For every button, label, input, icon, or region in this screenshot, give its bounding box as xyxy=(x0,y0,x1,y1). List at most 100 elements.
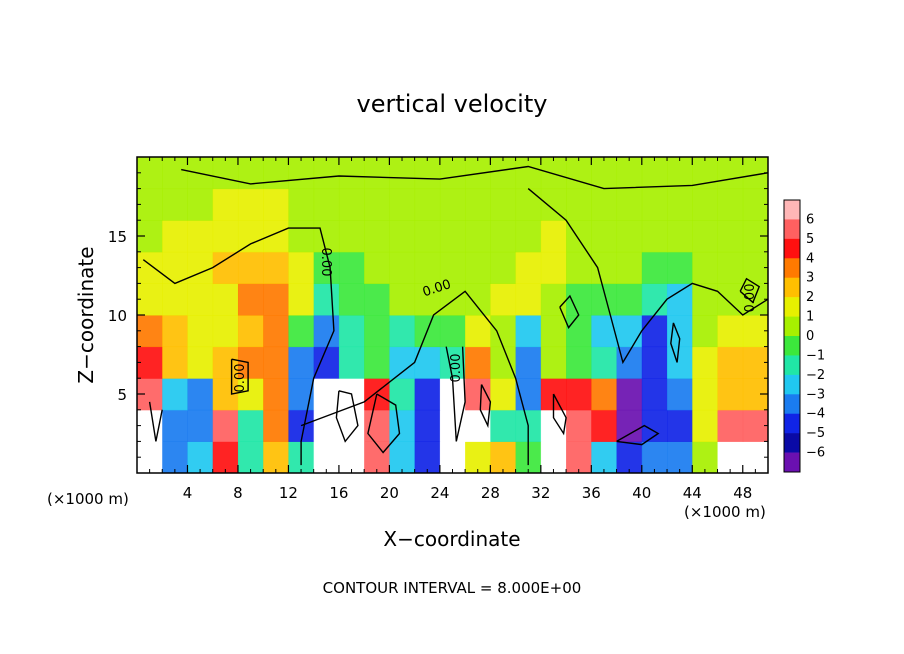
field-cell xyxy=(692,409,719,442)
field-cell xyxy=(616,409,643,442)
field-cell xyxy=(515,188,542,221)
field-cell xyxy=(237,441,264,474)
contour-line xyxy=(367,393,401,454)
field-cell xyxy=(389,441,416,474)
contour-line xyxy=(739,277,761,304)
field-cell xyxy=(263,220,289,253)
field-cell xyxy=(591,346,618,379)
field-cell xyxy=(414,220,441,253)
field-cell xyxy=(641,378,668,411)
contour-line xyxy=(181,165,769,190)
field-cell xyxy=(515,346,542,379)
field-cell xyxy=(263,346,289,379)
field-cell xyxy=(313,188,340,221)
field-cell xyxy=(490,251,517,284)
y-tick-label: 10 xyxy=(108,307,127,325)
field-cell xyxy=(641,315,668,348)
field-cell xyxy=(389,315,416,348)
field-cell xyxy=(338,188,365,221)
field-cell xyxy=(641,441,668,474)
x-tick-label: 48 xyxy=(733,484,752,502)
field-cell xyxy=(641,251,668,284)
colorbar-frame xyxy=(783,199,801,473)
field-cell xyxy=(591,283,618,316)
field-cell xyxy=(237,346,264,379)
colorbar-label: 0 xyxy=(806,329,814,344)
field-cell xyxy=(162,283,188,316)
field-cell xyxy=(237,409,264,442)
field-cell xyxy=(389,378,416,411)
field-cell xyxy=(616,220,643,253)
field-cell xyxy=(490,283,517,316)
field-cell xyxy=(237,283,264,316)
field-cell xyxy=(364,409,390,442)
field-cell xyxy=(313,441,340,474)
field-cell xyxy=(540,251,567,284)
field-cell xyxy=(717,283,744,316)
field-cell xyxy=(288,283,315,316)
contour-label: 0.00 xyxy=(318,248,333,277)
colorbar: 6 5 4 3 2 1 0 −1 −2 −3 −4 −5 −6 xyxy=(783,199,825,473)
chart-title: vertical velocity xyxy=(357,90,548,118)
field-cell xyxy=(364,220,390,253)
field-cell xyxy=(162,441,188,474)
field-cell xyxy=(616,188,643,221)
field-cell xyxy=(137,283,163,316)
colorbar-label: 6 xyxy=(806,212,814,227)
field-cell xyxy=(338,346,365,379)
field-cell xyxy=(515,283,542,316)
field-cell xyxy=(540,188,567,221)
colorbar-swatch xyxy=(784,452,800,473)
field-cell xyxy=(591,157,618,190)
contour-line xyxy=(148,401,163,442)
field-cell xyxy=(288,157,315,190)
colorbar-swatch xyxy=(784,258,800,279)
x-tick-label: 28 xyxy=(481,484,500,502)
field-cell xyxy=(338,409,365,442)
x-tick-label: 44 xyxy=(683,484,702,502)
field-cell xyxy=(439,157,466,190)
field-cell xyxy=(439,188,466,221)
field-cell xyxy=(515,251,542,284)
field-cell xyxy=(641,283,668,316)
field-cell xyxy=(566,188,592,221)
x-tick-label: 32 xyxy=(531,484,550,502)
field-cell xyxy=(313,283,340,316)
colorbar-swatch xyxy=(784,277,800,298)
colorbar-swatch xyxy=(784,238,800,259)
field-cell xyxy=(641,220,668,253)
field-cell xyxy=(515,315,542,348)
field-cell xyxy=(162,220,188,253)
field-cell xyxy=(591,220,618,253)
field-cell xyxy=(490,346,517,379)
contour-line xyxy=(445,346,466,442)
colorbar-swatch xyxy=(784,200,800,220)
colorbar-label: 1 xyxy=(806,310,814,325)
field-cell xyxy=(187,220,214,253)
field-cell xyxy=(414,157,441,190)
field-cell xyxy=(263,441,289,474)
field-cell xyxy=(212,251,239,284)
field-cell xyxy=(212,315,239,348)
field-cell xyxy=(717,251,744,284)
field-cell xyxy=(162,315,188,348)
field-cell xyxy=(717,157,744,190)
x-tick-label: 12 xyxy=(279,484,298,502)
colorbar-label: −1 xyxy=(806,348,825,363)
field-cell xyxy=(490,409,517,442)
field-cell xyxy=(162,157,188,190)
field-cell xyxy=(591,409,618,442)
field-cell xyxy=(540,315,567,348)
field-cell xyxy=(591,441,618,474)
field-cell xyxy=(162,188,188,221)
colorbar-swatch xyxy=(784,355,800,376)
field-cell xyxy=(515,157,542,190)
field-cell xyxy=(717,315,744,348)
field-cell xyxy=(490,378,517,411)
field-cell xyxy=(288,220,315,253)
contour-interval-label: CONTOUR INTERVAL = 8.000E+00 xyxy=(323,579,582,597)
field-cell xyxy=(692,188,719,221)
field-cell xyxy=(439,251,466,284)
x-tick-label: 36 xyxy=(582,484,601,502)
field-cell xyxy=(212,283,239,316)
